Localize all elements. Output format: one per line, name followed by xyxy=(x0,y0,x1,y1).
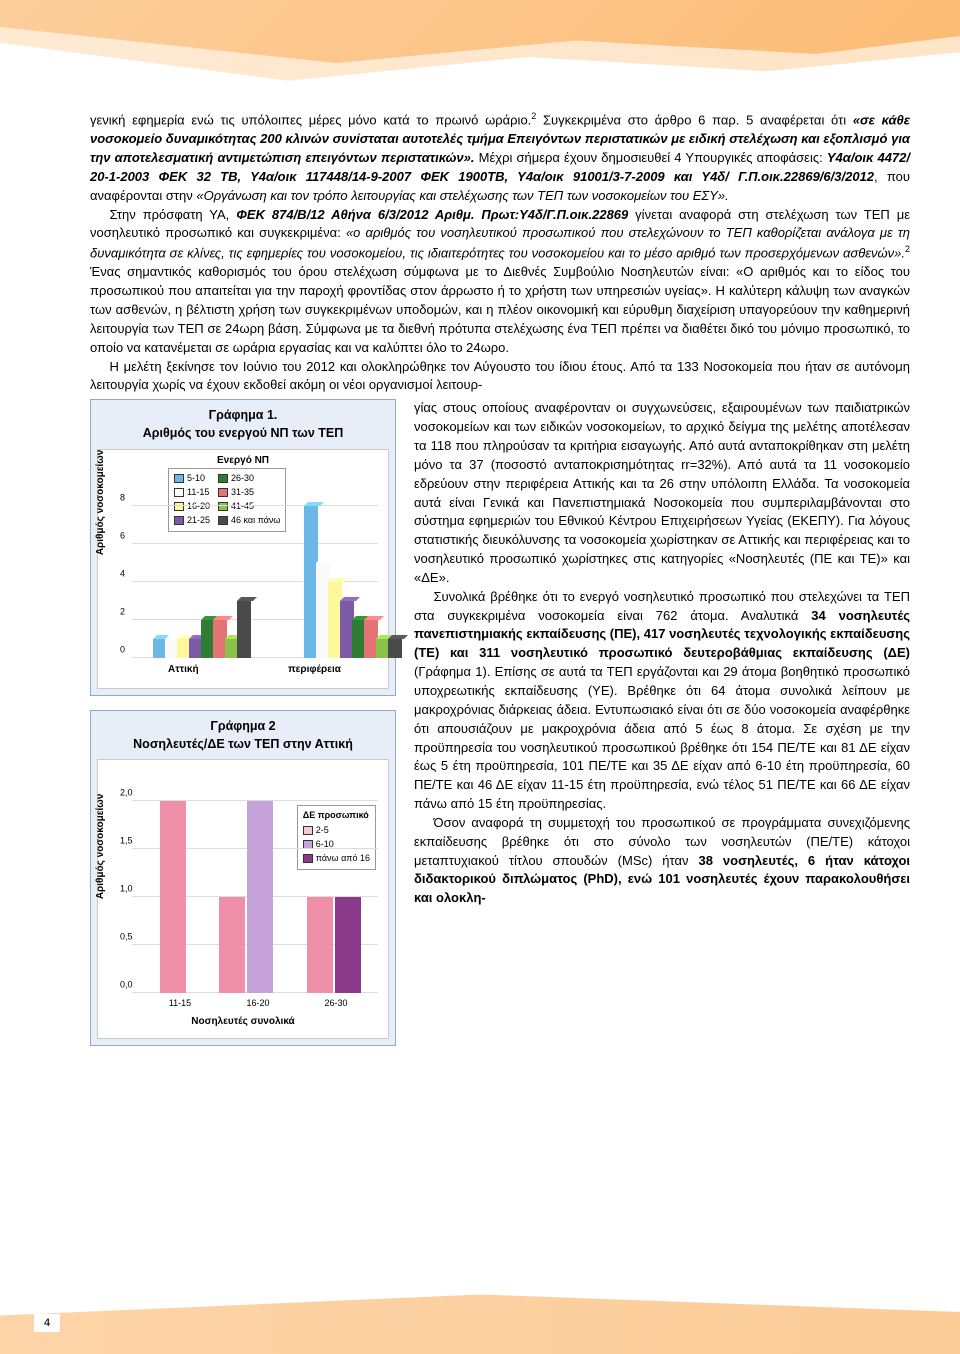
chart2-xtick: 16-20 xyxy=(246,997,269,1010)
chart2-xtick: 11-15 xyxy=(169,997,191,1010)
p2-t1: Στην πρόσφατη ΥΑ, xyxy=(110,207,237,222)
ytick: 1,0 xyxy=(120,882,133,895)
bar-group xyxy=(307,897,361,993)
rcol-p3: Όσον αναφορά τη συμμετοχή του προσωπικού… xyxy=(414,814,910,908)
bar xyxy=(237,601,251,658)
paragraph-2: Στην πρόσφατη ΥΑ, ΦΕΚ 874/Β/12 Αθήνα 6/3… xyxy=(90,206,910,358)
paragraph-1: γενική εφημερία ενώ τις υπόλοιπες μέρες … xyxy=(90,110,910,206)
chart1-bars xyxy=(138,478,378,658)
bar xyxy=(219,897,245,993)
chart2-x-label: Νοσηλευτές συνολικά xyxy=(191,1015,294,1030)
chart1-xcat2: περιφέρεια xyxy=(288,663,341,678)
ytick: 6 xyxy=(120,529,125,542)
bar-group xyxy=(219,801,273,993)
ytick: 0,5 xyxy=(120,930,133,943)
bar-group-attica xyxy=(153,601,249,658)
bar xyxy=(160,801,186,993)
chart2-bars xyxy=(143,793,378,993)
chart1-xcat1: Αττική xyxy=(168,663,199,678)
ytick: 2 xyxy=(120,605,125,618)
ytick: 8 xyxy=(120,491,125,504)
chart-1-title: Γράφημα 1. Αριθμός του ενεργού ΝΠ των ΤΕ… xyxy=(97,406,389,442)
footer-wave xyxy=(0,1284,960,1354)
ytick: 4 xyxy=(120,567,125,580)
rcol-p1: γίας στους οποίους αναφέρονταν οι συγχων… xyxy=(414,399,910,587)
bar-group xyxy=(160,801,186,993)
p2-bold1: ΦΕΚ 874/Β/12 Αθήνα 6/3/2012 Αριθμ. Πρωτ:… xyxy=(236,207,628,222)
chart-2-box: Γράφημα 2 Νοσηλευτές/ΔΕ των ΤΕΠ στην Αττ… xyxy=(90,710,396,1046)
bar xyxy=(247,801,273,993)
chart1-title-l2: Αριθμός του ενεργού ΝΠ των ΤΕΠ xyxy=(143,426,344,440)
chart-1-box: Γράφημα 1. Αριθμός του ενεργού ΝΠ των ΤΕ… xyxy=(90,399,396,695)
ytick: 1,5 xyxy=(120,834,133,847)
bar xyxy=(335,897,361,993)
p2-t3: Ένας σημαντικός καθορισμός του όρου στελ… xyxy=(90,264,910,354)
chart2-title-l1: Γράφημα 2 xyxy=(210,719,275,733)
ytick: 0 xyxy=(120,643,125,656)
right-column-text: γίας στους οποίους αναφέρονταν οι συγχων… xyxy=(414,399,910,1060)
paragraph-3: Η μελέτη ξεκίνησε τον Ιούνιο του 2012 κα… xyxy=(90,358,910,396)
page-content: γενική εφημερία ενώ τις υπόλοιπες μέρες … xyxy=(90,110,910,1060)
chart2-y-label: Αριθμός νοσοκομείων xyxy=(94,793,109,898)
bar-group-perifereia xyxy=(304,506,400,658)
chart-2-title: Γράφημα 2 Νοσηλευτές/ΔΕ των ΤΕΠ στην Αττ… xyxy=(97,717,389,753)
chart2-title-l2: Νοσηλευτές/ΔΕ των ΤΕΠ στην Αττική xyxy=(133,737,353,751)
chart2-xtick: 26-30 xyxy=(324,997,347,1010)
chart-1-plot: Ενεργό ΝΠ 5-10 26-30 11-15 31-35 16-20 4… xyxy=(97,449,389,689)
rcol-p2-t2: (Γράφημα 1). Επίσης σε αυτά τα ΤΕΠ εργάζ… xyxy=(414,664,910,811)
bar xyxy=(307,897,333,993)
chart1-y-label: Αριθμός νοσοκομείων xyxy=(94,449,109,554)
chart-2-plot: ΔΕ προσωπικό 2-5 6-10 πάνω από 16 Αριθμό… xyxy=(97,759,389,1039)
bar xyxy=(388,639,402,658)
chart1-legend-title: Ενεργό ΝΠ xyxy=(217,454,269,469)
p1-t1: γενική εφημερία ενώ τις υπόλοιπες μέρες … xyxy=(90,112,531,127)
p1-quote2: «Οργάνωση και τον τρόπο λειτουργίας και … xyxy=(196,188,728,203)
p1-t2: Συγκεκριμένα στο άρθρο 6 παρ. 5 αναφέρετ… xyxy=(536,112,853,127)
left-column-charts: Γράφημα 1. Αριθμός του ενεργού ΝΠ των ΤΕ… xyxy=(90,399,396,1060)
p1-t3: Μέχρι σήμερα έχουν δημοσιευθεί 4 Υπουργι… xyxy=(475,150,827,165)
ytick: 0,0 xyxy=(120,978,133,991)
rcol-p2: Συνολικά βρέθηκε ότι το ενεργό νοσηλευτι… xyxy=(414,588,910,814)
chart1-title-l1: Γράφημα 1. xyxy=(209,408,278,422)
ytick: 2,0 xyxy=(120,786,133,799)
page-number: 4 xyxy=(34,1314,60,1332)
p2-ref1: 2 xyxy=(905,244,910,254)
two-column-layout: Γράφημα 1. Αριθμός του ενεργού ΝΠ των ΤΕ… xyxy=(90,399,910,1060)
